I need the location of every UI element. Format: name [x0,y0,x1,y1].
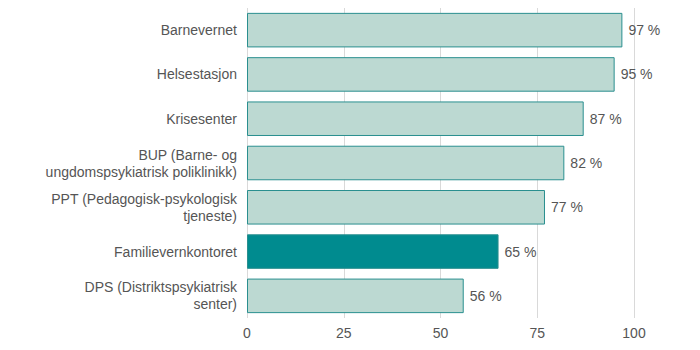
svg-text:77 %: 77 % [551,199,583,215]
svg-text:Barnevernet: Barnevernet [161,22,237,38]
svg-text:25: 25 [336,325,352,341]
svg-text:87 %: 87 % [590,111,622,127]
svg-text:50: 50 [433,325,449,341]
svg-text:100: 100 [622,325,646,341]
svg-text:tjeneste): tjeneste) [183,208,237,224]
svg-text:senter): senter) [193,296,237,312]
svg-text:DPS (Distriktspsykiatrisk: DPS (Distriktspsykiatrisk [85,279,238,295]
svg-text:BUP (Barne- og: BUP (Barne- og [138,147,237,163]
svg-text:65 %: 65 % [505,244,537,260]
svg-text:75: 75 [529,325,545,341]
svg-text:PPT (Pedagogisk-psykologisk: PPT (Pedagogisk-psykologisk [51,191,238,207]
svg-text:Krisesenter: Krisesenter [166,111,237,127]
svg-text:56 %: 56 % [470,288,502,304]
svg-text:Familievernkontoret: Familievernkontoret [114,244,237,260]
svg-text:82 %: 82 % [570,155,602,171]
svg-text:0: 0 [243,325,251,341]
svg-text:Helsestasjon: Helsestasjon [157,66,237,82]
svg-text:95 %: 95 % [621,66,653,82]
svg-text:ungdomspsykiatrisk poliklinikk: ungdomspsykiatrisk poliklinikk) [46,164,237,180]
svg-text:97 %: 97 % [628,22,660,38]
